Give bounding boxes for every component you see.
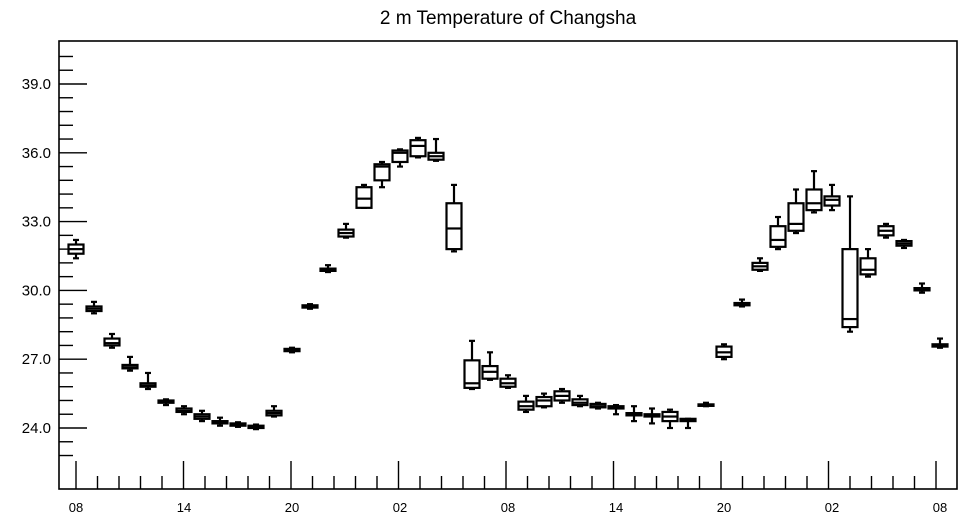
box-plot bbox=[499, 374, 517, 389]
box-iqr bbox=[859, 257, 877, 276]
x-tick-label: 14 bbox=[177, 500, 191, 515]
box-plot bbox=[391, 148, 409, 168]
box-iqr bbox=[805, 188, 823, 212]
box-plot bbox=[607, 403, 625, 416]
box-plot bbox=[355, 183, 373, 209]
box-series bbox=[67, 136, 949, 431]
box-plot bbox=[463, 339, 481, 391]
box-plot bbox=[481, 351, 499, 381]
box-plot bbox=[247, 423, 265, 431]
box-plot bbox=[679, 417, 697, 430]
box-plot bbox=[859, 248, 877, 278]
box-plot bbox=[229, 421, 247, 428]
box-plot bbox=[553, 387, 571, 404]
box-plot bbox=[913, 282, 931, 294]
box-plot bbox=[103, 332, 121, 349]
box-plot bbox=[301, 303, 319, 310]
y-tick-label: 24.0 bbox=[22, 420, 51, 437]
box-plot bbox=[895, 238, 913, 250]
y-tick-label: 33.0 bbox=[22, 214, 51, 231]
box-plot bbox=[409, 136, 427, 159]
y-tick-label: 27.0 bbox=[22, 351, 51, 368]
box-plot bbox=[823, 183, 841, 212]
y-tick-label: 30.0 bbox=[22, 282, 51, 299]
box-plot bbox=[373, 160, 391, 189]
box-iqr bbox=[823, 195, 841, 207]
box-iqr bbox=[445, 202, 463, 251]
box-iqr bbox=[103, 337, 121, 347]
box-plot bbox=[193, 409, 211, 423]
x-tick-label: 08 bbox=[69, 500, 83, 515]
x-tick-label: 20 bbox=[717, 500, 731, 515]
box-plot bbox=[121, 355, 139, 372]
box-plot bbox=[445, 183, 463, 253]
box-iqr bbox=[409, 139, 427, 158]
box-plot bbox=[571, 394, 589, 408]
box-plot bbox=[265, 405, 283, 418]
x-tick-label: 08 bbox=[501, 500, 515, 515]
box-plot bbox=[697, 401, 715, 408]
box-plot bbox=[211, 416, 229, 427]
box-plot bbox=[805, 170, 823, 214]
box-plot bbox=[283, 346, 301, 354]
box-iqr bbox=[841, 248, 859, 329]
x-tick-label: 14 bbox=[609, 500, 623, 515]
box-plot bbox=[175, 405, 193, 416]
box-plot bbox=[535, 392, 553, 409]
x-tick-label: 20 bbox=[285, 500, 299, 515]
y-tick-label: 36.0 bbox=[22, 145, 51, 162]
y-tick-label: 39.0 bbox=[22, 76, 51, 93]
x-tick-label: 02 bbox=[825, 500, 839, 515]
box-plot bbox=[427, 137, 445, 162]
box-iqr bbox=[373, 163, 391, 182]
box-iqr bbox=[787, 202, 805, 232]
box-plot bbox=[67, 238, 85, 260]
box-iqr bbox=[535, 395, 553, 408]
box-plot bbox=[337, 222, 355, 239]
box-plot bbox=[139, 371, 157, 391]
box-plot bbox=[625, 405, 643, 423]
box-plot bbox=[751, 257, 769, 273]
box-plot bbox=[319, 264, 337, 274]
box-plot bbox=[733, 298, 751, 308]
box-plot bbox=[517, 394, 535, 414]
plot-frame bbox=[58, 40, 958, 490]
box-plot bbox=[715, 343, 733, 361]
box-plot bbox=[157, 398, 175, 407]
box-plot bbox=[643, 407, 661, 425]
y-axis: 24.0 27.0 30.0 33.0 36.0 39.0 bbox=[22, 55, 87, 457]
box-plot bbox=[85, 300, 103, 315]
box-plot bbox=[877, 222, 895, 239]
box-iqr bbox=[355, 186, 373, 209]
x-tick-label: 02 bbox=[393, 500, 407, 515]
box-plot bbox=[931, 337, 949, 349]
chart-title: 2 m Temperature of Changsha bbox=[380, 8, 637, 29]
box-iqr bbox=[391, 149, 409, 164]
box-plot bbox=[787, 188, 805, 235]
box-plot bbox=[589, 401, 607, 410]
box-plot bbox=[661, 408, 679, 430]
x-axis: 08 14 20 02 08 14 20 02 08 bbox=[69, 461, 947, 515]
box-plot bbox=[769, 215, 787, 251]
box-plot bbox=[841, 195, 859, 333]
box-iqr bbox=[463, 359, 481, 389]
box-iqr bbox=[769, 225, 787, 248]
x-tick-label: 08 bbox=[933, 500, 947, 515]
